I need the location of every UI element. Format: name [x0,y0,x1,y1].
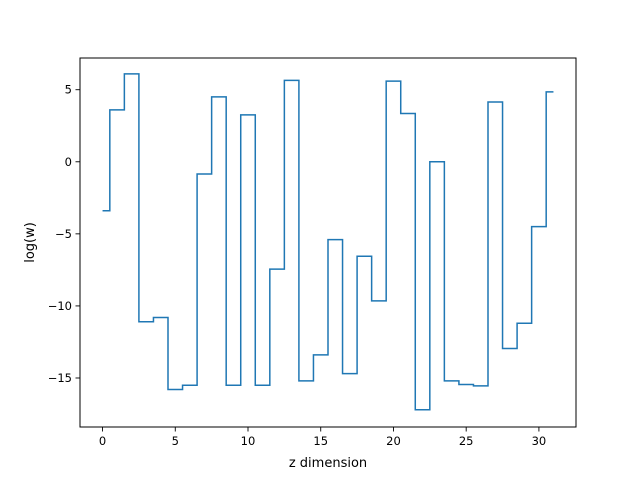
x-tick-label: 0 [99,434,106,448]
plot-area [102,73,554,411]
y-tick-label: −15 [48,371,72,385]
y-axis: 5 0 −5 −10 −15 [48,83,80,385]
axes-frame [79,57,577,428]
series-line-0 [102,73,554,411]
y-tick-label: −10 [48,299,72,313]
x-tick-label: 20 [386,434,401,448]
x-tick-label: 10 [241,434,256,448]
y-tick-label: 5 [65,83,72,97]
x-tick-label: 30 [532,434,547,448]
x-axis-label: z dimension [289,456,367,471]
x-tick-label: 25 [459,434,474,448]
x-axis: 0 5 10 15 20 25 30 [99,427,546,448]
y-tick-label: −5 [55,227,72,241]
y-tick-label: 0 [65,155,72,169]
x-tick-label: 5 [172,434,179,448]
x-tick-label: 15 [313,434,328,448]
y-axis-label: log(w) [23,222,38,263]
